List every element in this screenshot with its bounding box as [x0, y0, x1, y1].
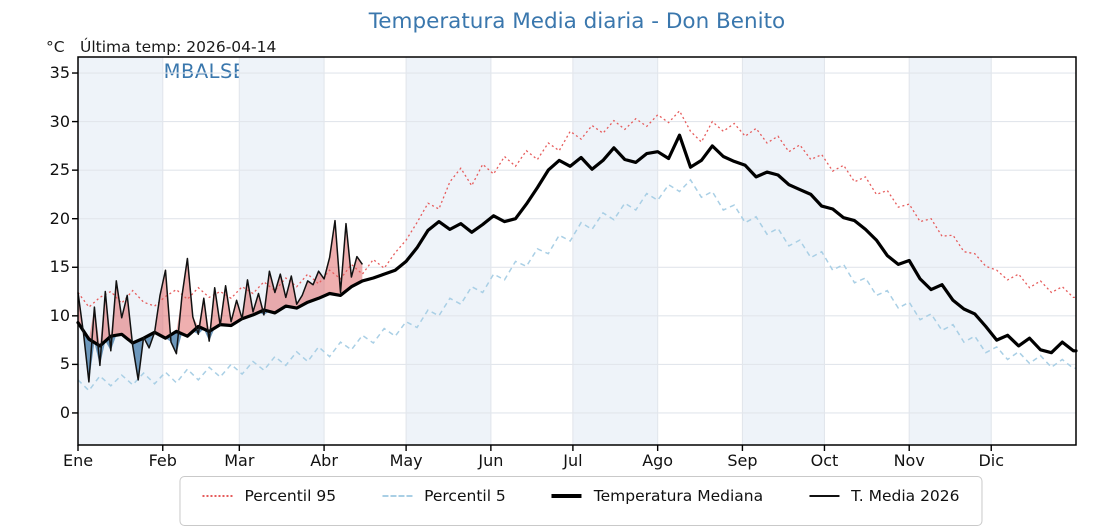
legend: Percentil 95 Percentil 5 Temperatura Med… — [179, 476, 983, 526]
x-tick-label: Nov — [893, 451, 925, 470]
x-tick-label: Ago — [642, 451, 674, 470]
t-media-2026-line-marker — [809, 495, 840, 497]
y-tick-label: 35 — [49, 63, 70, 83]
chart-title: Temperatura Media diaria - Don Benito — [368, 9, 786, 34]
legend-item-t-media-2026: T. Media 2026 — [809, 487, 960, 505]
x-tick-label: Dic — [978, 451, 1005, 470]
legend-label: Percentil 95 — [244, 487, 337, 505]
y-axis-unit-label: °C — [46, 38, 65, 56]
chart-canvas: Temperatura Media diaria - Don Benito °C… — [46, 9, 1078, 526]
y-tick-label: 5 — [59, 354, 70, 374]
y-tick-label: 30 — [49, 111, 70, 131]
x-tick-label: Jul — [563, 451, 583, 470]
y-tick-label: 15 — [49, 257, 70, 277]
plot-area — [72, 56, 1078, 451]
y-tick-label: 25 — [49, 160, 70, 180]
legend-label: T. Media 2026 — [851, 487, 960, 505]
percentil-5-line-marker — [382, 495, 413, 497]
x-tick-label: Jun — [478, 451, 504, 470]
x-tick-label: Mar — [224, 451, 255, 470]
mediana-line-marker — [551, 494, 582, 498]
x-tick-label: Feb — [148, 451, 177, 470]
legend-label: Percentil 5 — [424, 487, 506, 505]
legend-label: Temperatura Mediana — [593, 487, 764, 505]
legend-item-mediana: Temperatura Mediana — [551, 487, 764, 505]
y-tick-label: 10 — [49, 305, 70, 325]
legend-item-percentil-95: Percentil 95 — [202, 487, 336, 505]
x-tick-label: Oct — [810, 451, 839, 470]
last-temp-annotation: Última temp: 2026-04-14 — [80, 38, 277, 56]
x-tick-label: Sep — [727, 451, 758, 470]
x-tick-label: May — [389, 451, 423, 470]
x-tick-label: Ene — [62, 451, 94, 470]
y-tick-label: 0 — [59, 402, 70, 422]
percentil-95-line-marker — [202, 495, 233, 497]
x-tick-label: Abr — [310, 451, 338, 470]
legend-item-percentil-5: Percentil 5 — [382, 487, 506, 505]
y-tick-label: 20 — [49, 208, 70, 228]
